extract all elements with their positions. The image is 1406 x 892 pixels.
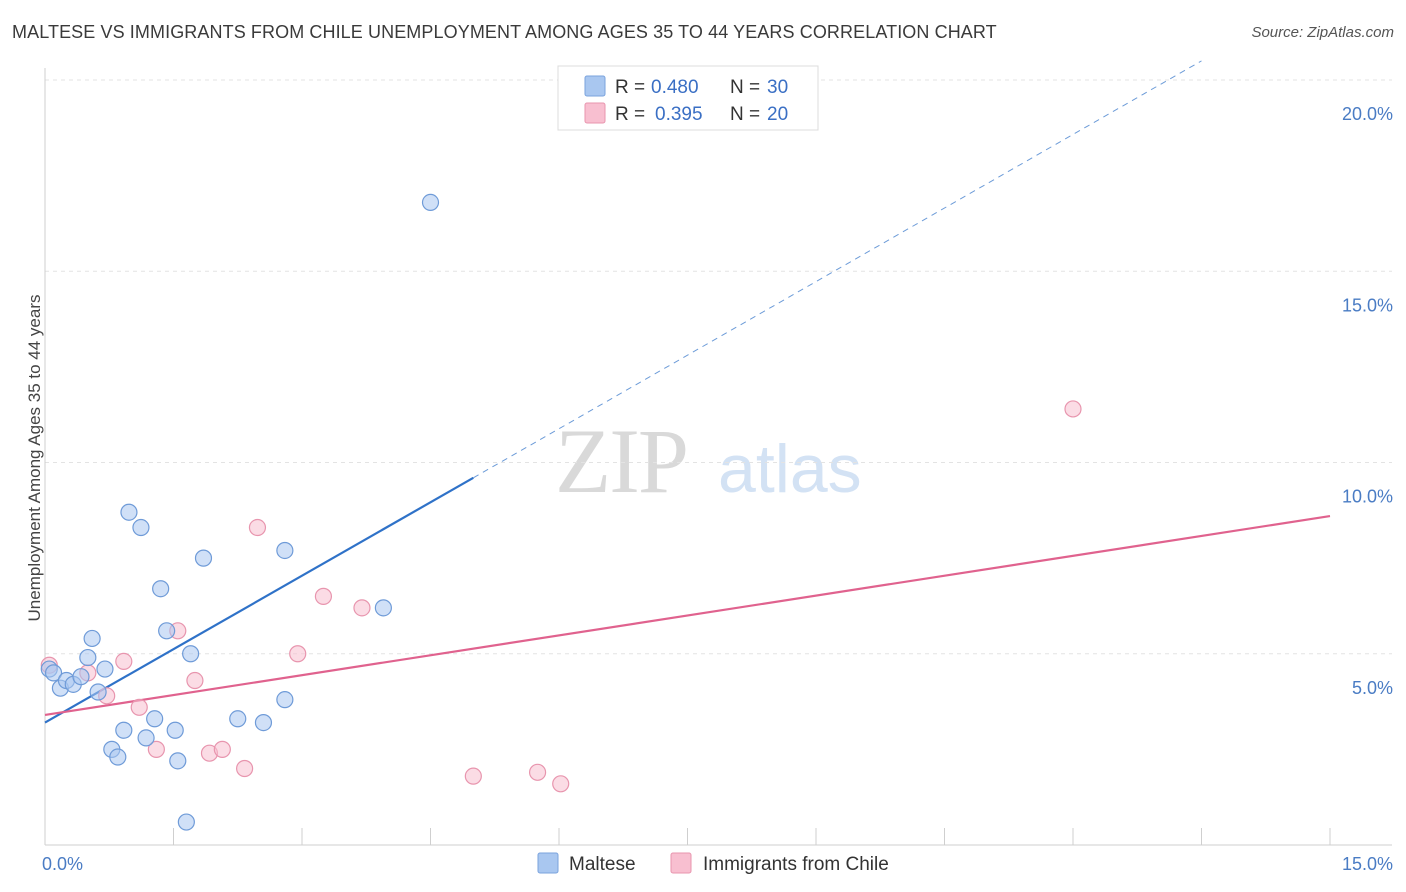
point-chile bbox=[186, 671, 204, 690]
point-maltese bbox=[276, 691, 294, 709]
point-maltese bbox=[120, 503, 138, 521]
point-chile bbox=[1064, 400, 1082, 418]
trend-line-maltese-extension bbox=[473, 60, 1202, 479]
point-maltese bbox=[158, 622, 176, 640]
point-maltese bbox=[44, 664, 63, 682]
point-chile bbox=[289, 645, 307, 663]
point-chile bbox=[528, 763, 547, 781]
point-chile bbox=[248, 518, 267, 537]
x-tick-label: 0.0% bbox=[42, 854, 83, 874]
point-maltese bbox=[177, 813, 195, 831]
point-maltese bbox=[276, 541, 294, 560]
point-chile bbox=[353, 599, 371, 617]
x-tick-label: 15.0% bbox=[1342, 854, 1393, 874]
legend-swatch-chile bbox=[584, 102, 606, 124]
point-chile bbox=[552, 775, 570, 793]
point-chile bbox=[147, 740, 165, 758]
legend-r-value-chile: 0.395 bbox=[655, 104, 703, 125]
legend-swatch-maltese bbox=[584, 75, 606, 97]
data-points bbox=[40, 193, 1082, 831]
y-tick-label: 10.0% bbox=[1342, 487, 1393, 507]
watermark-atlas: atlas bbox=[718, 431, 862, 507]
chart-title: MALTESE VS IMMIGRANTS FROM CHILE UNEMPLO… bbox=[12, 22, 997, 42]
point-maltese bbox=[132, 518, 150, 537]
tick-labels: 5.0% 10.0% 15.0% 20.0% 0.0% 15.0% bbox=[42, 104, 1393, 874]
point-maltese bbox=[79, 648, 97, 667]
legend-n-label-maltese: N = bbox=[730, 77, 760, 98]
point-maltese bbox=[137, 729, 155, 747]
legend-r-label-maltese: R = bbox=[615, 77, 645, 98]
legend-r-label-chile: R = bbox=[615, 104, 645, 125]
point-chile bbox=[130, 698, 148, 716]
point-maltese bbox=[169, 752, 187, 770]
point-maltese bbox=[83, 629, 101, 648]
point-chile bbox=[314, 587, 333, 605]
point-chile bbox=[236, 759, 254, 778]
point-maltese bbox=[89, 683, 107, 701]
point-maltese bbox=[194, 549, 213, 567]
point-maltese bbox=[72, 668, 90, 686]
bottom-legend-swatch-chile bbox=[670, 852, 692, 874]
bottom-legend-label-maltese: Maltese bbox=[569, 854, 636, 875]
y-axis-label: Unemployment Among Ages 35 to 44 years bbox=[25, 295, 44, 622]
point-maltese bbox=[374, 599, 392, 617]
legend-n-value-chile: 20 bbox=[767, 104, 788, 125]
watermark-zip: ZIP bbox=[555, 410, 687, 512]
trend-line-chile bbox=[44, 514, 1331, 717]
trend-lines bbox=[44, 60, 1331, 724]
point-maltese bbox=[166, 721, 184, 739]
bottom-legend-label-chile: Immigrants from Chile bbox=[703, 854, 889, 875]
point-chile bbox=[213, 740, 231, 758]
point-maltese bbox=[96, 660, 114, 678]
bottom-legend: Maltese Immigrants from Chile bbox=[537, 852, 889, 875]
bottom-legend-swatch-maltese bbox=[537, 852, 559, 874]
point-maltese bbox=[421, 193, 440, 211]
y-tick-label: 5.0% bbox=[1352, 678, 1393, 698]
y-tick-label: 15.0% bbox=[1342, 295, 1393, 315]
point-chile bbox=[464, 767, 482, 785]
gridlines bbox=[45, 79, 1392, 655]
legend-r-value-maltese: 0.480 bbox=[651, 77, 699, 98]
point-maltese bbox=[254, 713, 273, 732]
source-label: Source: ZipAtlas.com bbox=[1251, 24, 1394, 41]
legend-n-value-maltese: 30 bbox=[767, 77, 788, 98]
point-maltese bbox=[109, 748, 127, 766]
point-maltese bbox=[152, 580, 170, 598]
axes bbox=[44, 68, 1392, 846]
point-maltese bbox=[182, 645, 200, 663]
point-maltese bbox=[229, 710, 247, 728]
point-maltese bbox=[115, 721, 133, 739]
top-legend: R = 0.480 N = 30 R = 0.395 N = 20 bbox=[557, 65, 819, 131]
trend-line-maltese bbox=[44, 476, 474, 724]
legend-n-label-chile: N = bbox=[730, 104, 760, 125]
y-tick-label: 20.0% bbox=[1342, 104, 1393, 124]
point-chile bbox=[115, 652, 133, 671]
point-maltese bbox=[146, 710, 164, 728]
